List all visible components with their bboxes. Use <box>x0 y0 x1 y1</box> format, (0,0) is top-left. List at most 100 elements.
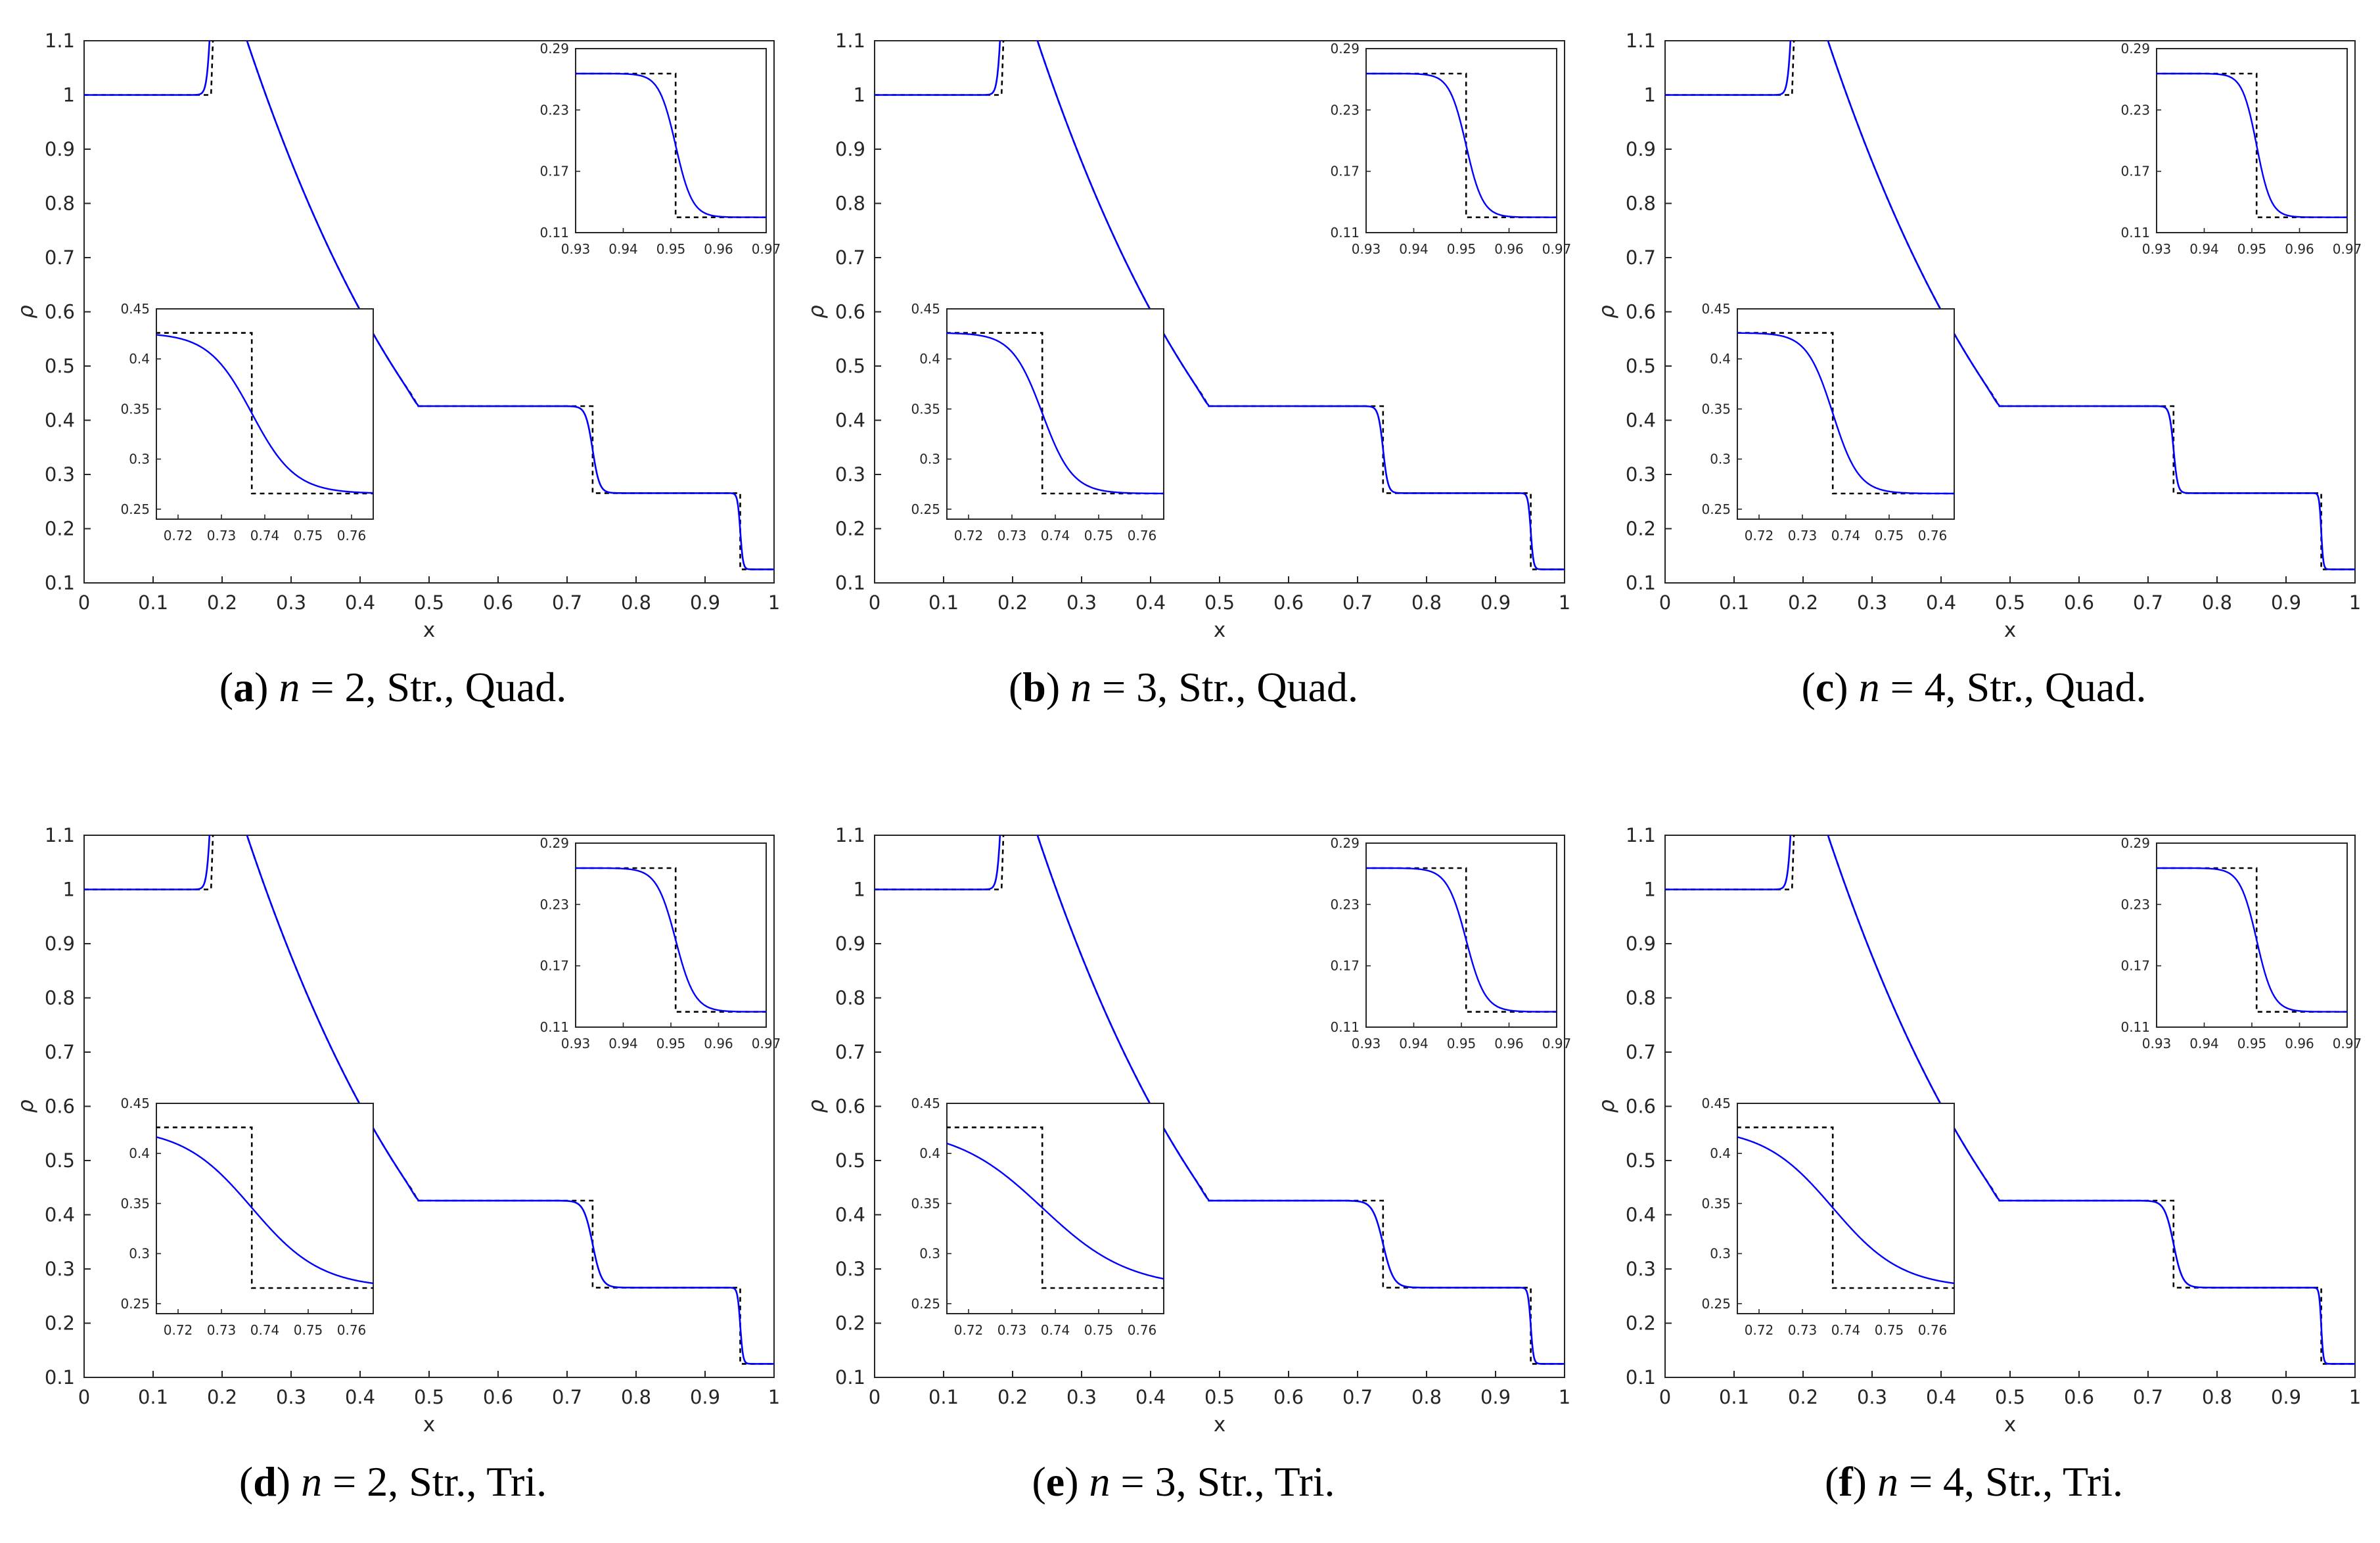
inset-y-tick-label: 0.29 <box>539 835 569 851</box>
inset-y-tick-label: 0.29 <box>539 41 569 57</box>
y-tick-label: 0.3 <box>835 463 865 486</box>
caption-comma: , <box>1157 664 1178 710</box>
x-tick-label: 0.1 <box>138 591 168 614</box>
inset-frame <box>2156 842 2348 1028</box>
inset-contact-zoom: 0.72 0.73 0.74 0.75 0.76 0.25 0.3 0.35 0.4 0.45 <box>911 1095 1164 1338</box>
x-tick-label: 0.7 <box>552 1386 582 1408</box>
inset-x-tick-label: 0.73 <box>1788 528 1818 543</box>
inset-numerical-solution-line <box>2157 867 2347 1013</box>
y-tick-label: 0.4 <box>45 1204 75 1226</box>
x-tick-label: 0.8 <box>1411 1386 1442 1408</box>
numerical-solution-line <box>84 41 774 570</box>
x-tick-label: 0.4 <box>345 591 375 614</box>
caption-comma: , <box>1964 1458 1985 1505</box>
inset-y-tick-label: 0.4 <box>129 1145 150 1161</box>
inset-shock-zoom: 0.93 0.94 0.95 0.96 0.97 0.11 0.17 0.23 0.29 <box>1330 835 1571 1051</box>
caption-open-paren: ( <box>219 664 233 710</box>
inset-y-tick-label: 0.3 <box>129 1246 150 1262</box>
caption-n-symbol: n <box>279 664 300 710</box>
y-tick-label: 0.4 <box>1626 1204 1656 1226</box>
inset-x-tick-label: 0.76 <box>337 1322 367 1338</box>
inset-x-tick-label: 0.76 <box>1128 528 1157 543</box>
inset-x-tick-label: 0.75 <box>1084 1322 1114 1338</box>
inset-x-tick-label: 0.93 <box>1352 1036 1381 1051</box>
panel-a: 0 0.1 0.2 0.3 0.4 0.5 0.6 0.7 0.8 0.9 10.10.20.30.… <box>13 30 781 710</box>
numerical-solution-line <box>1665 41 2355 570</box>
x-tick-label: 0.3 <box>1066 1386 1097 1408</box>
inset-contact-zoom: 0.72 0.73 0.74 0.75 0.76 0.25 0.3 0.35 0.4 0.45 <box>1701 301 1955 543</box>
inset-y-tick-label: 0.4 <box>1710 351 1731 367</box>
x-tick-label: 0.3 <box>276 591 306 614</box>
panel-caption: (d) n = 2, Str., Tri. <box>239 1458 547 1505</box>
y-tick-label: 0.2 <box>1626 1312 1656 1335</box>
inset-y-tick-label: 0.35 <box>120 401 150 417</box>
inset-x-tick-label: 0.76 <box>1918 528 1948 543</box>
y-tick-label: 0.7 <box>1626 246 1656 269</box>
panel-c: 0 0.1 0.2 0.3 0.4 0.5 0.6 0.7 0.8 0.9 10.10.20.30.… <box>1594 30 2362 710</box>
inset-numerical-solution-line <box>1737 1136 1954 1284</box>
x-tick-label: 0.9 <box>690 591 720 614</box>
y-tick-label: 0.7 <box>45 1041 75 1063</box>
x-tick-label: 0 <box>869 591 881 614</box>
y-tick-label: 1 <box>63 879 75 901</box>
y-tick-label: 0.1 <box>835 1366 865 1389</box>
y-tick-label: 1.1 <box>835 30 865 52</box>
inset-x-tick-label: 0.95 <box>656 1036 686 1051</box>
x-tick-label: 0 <box>78 1386 90 1408</box>
x-tick-label: 0.4 <box>1135 591 1166 614</box>
y-tick-label: 0.1 <box>45 572 75 594</box>
y-tick-label: 0.8 <box>45 987 75 1009</box>
y-tick-label: 1.1 <box>45 30 75 52</box>
y-axis-label: ρ <box>804 1099 829 1113</box>
x-tick-label: 0.9 <box>1480 591 1511 614</box>
inset-x-tick-label: 0.76 <box>1128 1322 1157 1338</box>
inset-y-tick-label: 0.4 <box>919 351 940 367</box>
inset-shock-zoom: 0.93 0.94 0.95 0.96 0.97 0.11 0.17 0.23 0.29 <box>539 41 781 257</box>
inset-x-tick-label: 0.96 <box>2285 1036 2314 1051</box>
inset-y-tick-label: 0.35 <box>1701 401 1731 417</box>
inset-x-tick-label: 0.74 <box>250 1322 280 1338</box>
inset-shock-zoom: 0.93 0.94 0.95 0.96 0.97 0.11 0.17 0.23 0.29 <box>2120 41 2362 257</box>
y-tick-label: 0.1 <box>1626 572 1656 594</box>
inset-x-tick-label: 0.72 <box>1745 528 1774 543</box>
inset-x-tick-label: 0.74 <box>1831 528 1861 543</box>
x-tick-label: 0.1 <box>1719 1386 1749 1408</box>
caption-tag: c <box>1816 664 1834 710</box>
y-tick-label: 1.1 <box>45 824 75 846</box>
x-tick-label: 0.4 <box>1926 1386 1956 1408</box>
inset-y-tick-label: 0.17 <box>539 958 569 974</box>
x-axis-label: x <box>423 1413 435 1437</box>
inset-x-tick-label: 0.76 <box>337 528 367 543</box>
y-tick-label: 0.2 <box>835 518 865 540</box>
inset-y-tick-label: 0.11 <box>2120 1019 2150 1035</box>
x-axis-label: x <box>2004 618 2016 642</box>
inset-x-tick-label: 0.96 <box>1494 1036 1524 1051</box>
panel-b: 0 0.1 0.2 0.3 0.4 0.5 0.6 0.7 0.8 0.9 10.10.20.30.… <box>804 30 1571 710</box>
y-tick-label: 0.3 <box>45 463 75 486</box>
x-tick-label: 0.8 <box>621 1386 651 1408</box>
caption-equals: = <box>1110 1458 1155 1505</box>
inset-numerical-solution-line <box>947 332 1164 495</box>
inset-y-tick-label: 0.35 <box>911 1195 940 1211</box>
caption-comma: , <box>388 1458 409 1505</box>
x-tick-label: 0.5 <box>1204 1386 1235 1408</box>
inset-y-tick-label: 0.45 <box>911 301 940 317</box>
x-tick-label: 0.1 <box>138 1386 168 1408</box>
inset-contact-zoom: 0.72 0.73 0.74 0.75 0.76 0.25 0.3 0.35 0.4 0.45 <box>911 301 1164 543</box>
y-tick-label: 0.4 <box>835 1204 865 1226</box>
caption-equals: = <box>1880 664 1925 710</box>
inset-y-tick-label: 0.25 <box>911 501 940 517</box>
inset-x-tick-label: 0.75 <box>294 528 323 543</box>
inset-frame <box>946 1103 1164 1314</box>
y-tick-label: 1 <box>854 84 865 106</box>
x-axis-label: x <box>1214 1413 1225 1437</box>
inset-x-tick-label: 0.93 <box>2142 241 2172 257</box>
inset-x-tick-label: 0.96 <box>2285 241 2314 257</box>
caption-equals: = <box>1898 1458 1943 1505</box>
inset-x-tick-label: 0.73 <box>1788 1322 1818 1338</box>
inset-x-tick-label: 0.75 <box>1875 1322 1904 1338</box>
inset-y-tick-label: 0.25 <box>911 1296 940 1312</box>
inset-x-tick-label: 0.75 <box>294 1322 323 1338</box>
numerical-solution-line <box>1665 835 2355 1365</box>
